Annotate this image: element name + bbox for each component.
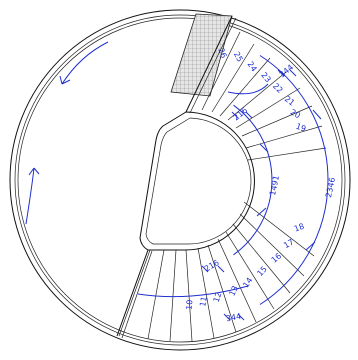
tread-line-9 — [232, 223, 291, 294]
central-well-outer — [139, 111, 255, 251]
step-number-11: 11 — [198, 296, 209, 308]
step-number-15: 15 — [255, 265, 269, 279]
inner-walkline-arc — [233, 104, 273, 256]
upper-stair-edge-2 — [189, 17, 237, 114]
step-number-25: 25 — [232, 50, 245, 63]
outer-radius-dimension: 2346 — [324, 177, 337, 199]
tread-line-6 — [207, 244, 237, 333]
tread-line-19 — [201, 31, 241, 111]
stair-treads — [118, 31, 327, 342]
tread-line-10 — [239, 213, 305, 277]
tread-line-15 — [235, 87, 301, 129]
inner-radius-dimension: 1491 — [268, 175, 281, 197]
step-number-12: 12 — [212, 291, 224, 303]
upper-step-going-dimension: 344 — [278, 63, 295, 80]
tread-line-16 — [227, 71, 287, 121]
upper-walkline-arc — [227, 83, 269, 95]
lower-step-going-dimension: 344 — [225, 312, 242, 324]
tread-line-4 — [185, 249, 193, 342]
tread-line-8 — [225, 231, 275, 310]
central-well-inner — [145, 117, 252, 245]
tread-line-12 — [247, 147, 327, 161]
lower-walkline-arc — [137, 285, 249, 298]
lower-stair-edge — [116, 249, 149, 337]
tread-line-14 — [241, 105, 313, 137]
step-number-26: 26 — [216, 47, 228, 60]
step-number-18: 18 — [293, 222, 306, 234]
step-number-17: 17 — [282, 237, 295, 250]
lower-stair-edge-2 — [121, 250, 153, 339]
step-number-10: 10 — [185, 299, 195, 310]
tread-line-11 — [243, 201, 315, 257]
hatched-landing — [170, 13, 233, 97]
outer-wall-inner — [14, 14, 346, 346]
tread-line-1 — [118, 249, 151, 337]
upper-step-rise-dimension: 216 — [232, 106, 249, 123]
outer-walkline-arc — [259, 55, 329, 305]
direction-arrow-upper-icon — [59, 41, 109, 85]
direction-arrow-lower-icon — [25, 167, 40, 225]
tread-line-17 — [219, 57, 271, 117]
step-number-21: 21 — [283, 94, 297, 107]
upper-stair-edge — [185, 15, 233, 113]
step-number-23: 23 — [259, 71, 272, 85]
tread-line-13 — [245, 125, 323, 149]
step-number-20: 20 — [289, 107, 302, 120]
tread-line-2 — [147, 249, 165, 340]
tread-line-5 — [197, 247, 215, 339]
lower-step-rise-dimension: 216 — [203, 258, 221, 273]
outer-wall-line — [17, 17, 343, 343]
outer-wall-outer — [9, 9, 351, 351]
step-number-19: 19 — [295, 122, 308, 134]
step-number-24: 24 — [245, 60, 258, 73]
tread-line-18 — [211, 43, 255, 113]
step-number-13: 13 — [227, 284, 240, 297]
tread-line-3 — [169, 249, 177, 342]
step-number-22: 22 — [271, 81, 285, 95]
tread-line-7 — [217, 238, 257, 323]
dimension-ticks — [201, 69, 322, 321]
